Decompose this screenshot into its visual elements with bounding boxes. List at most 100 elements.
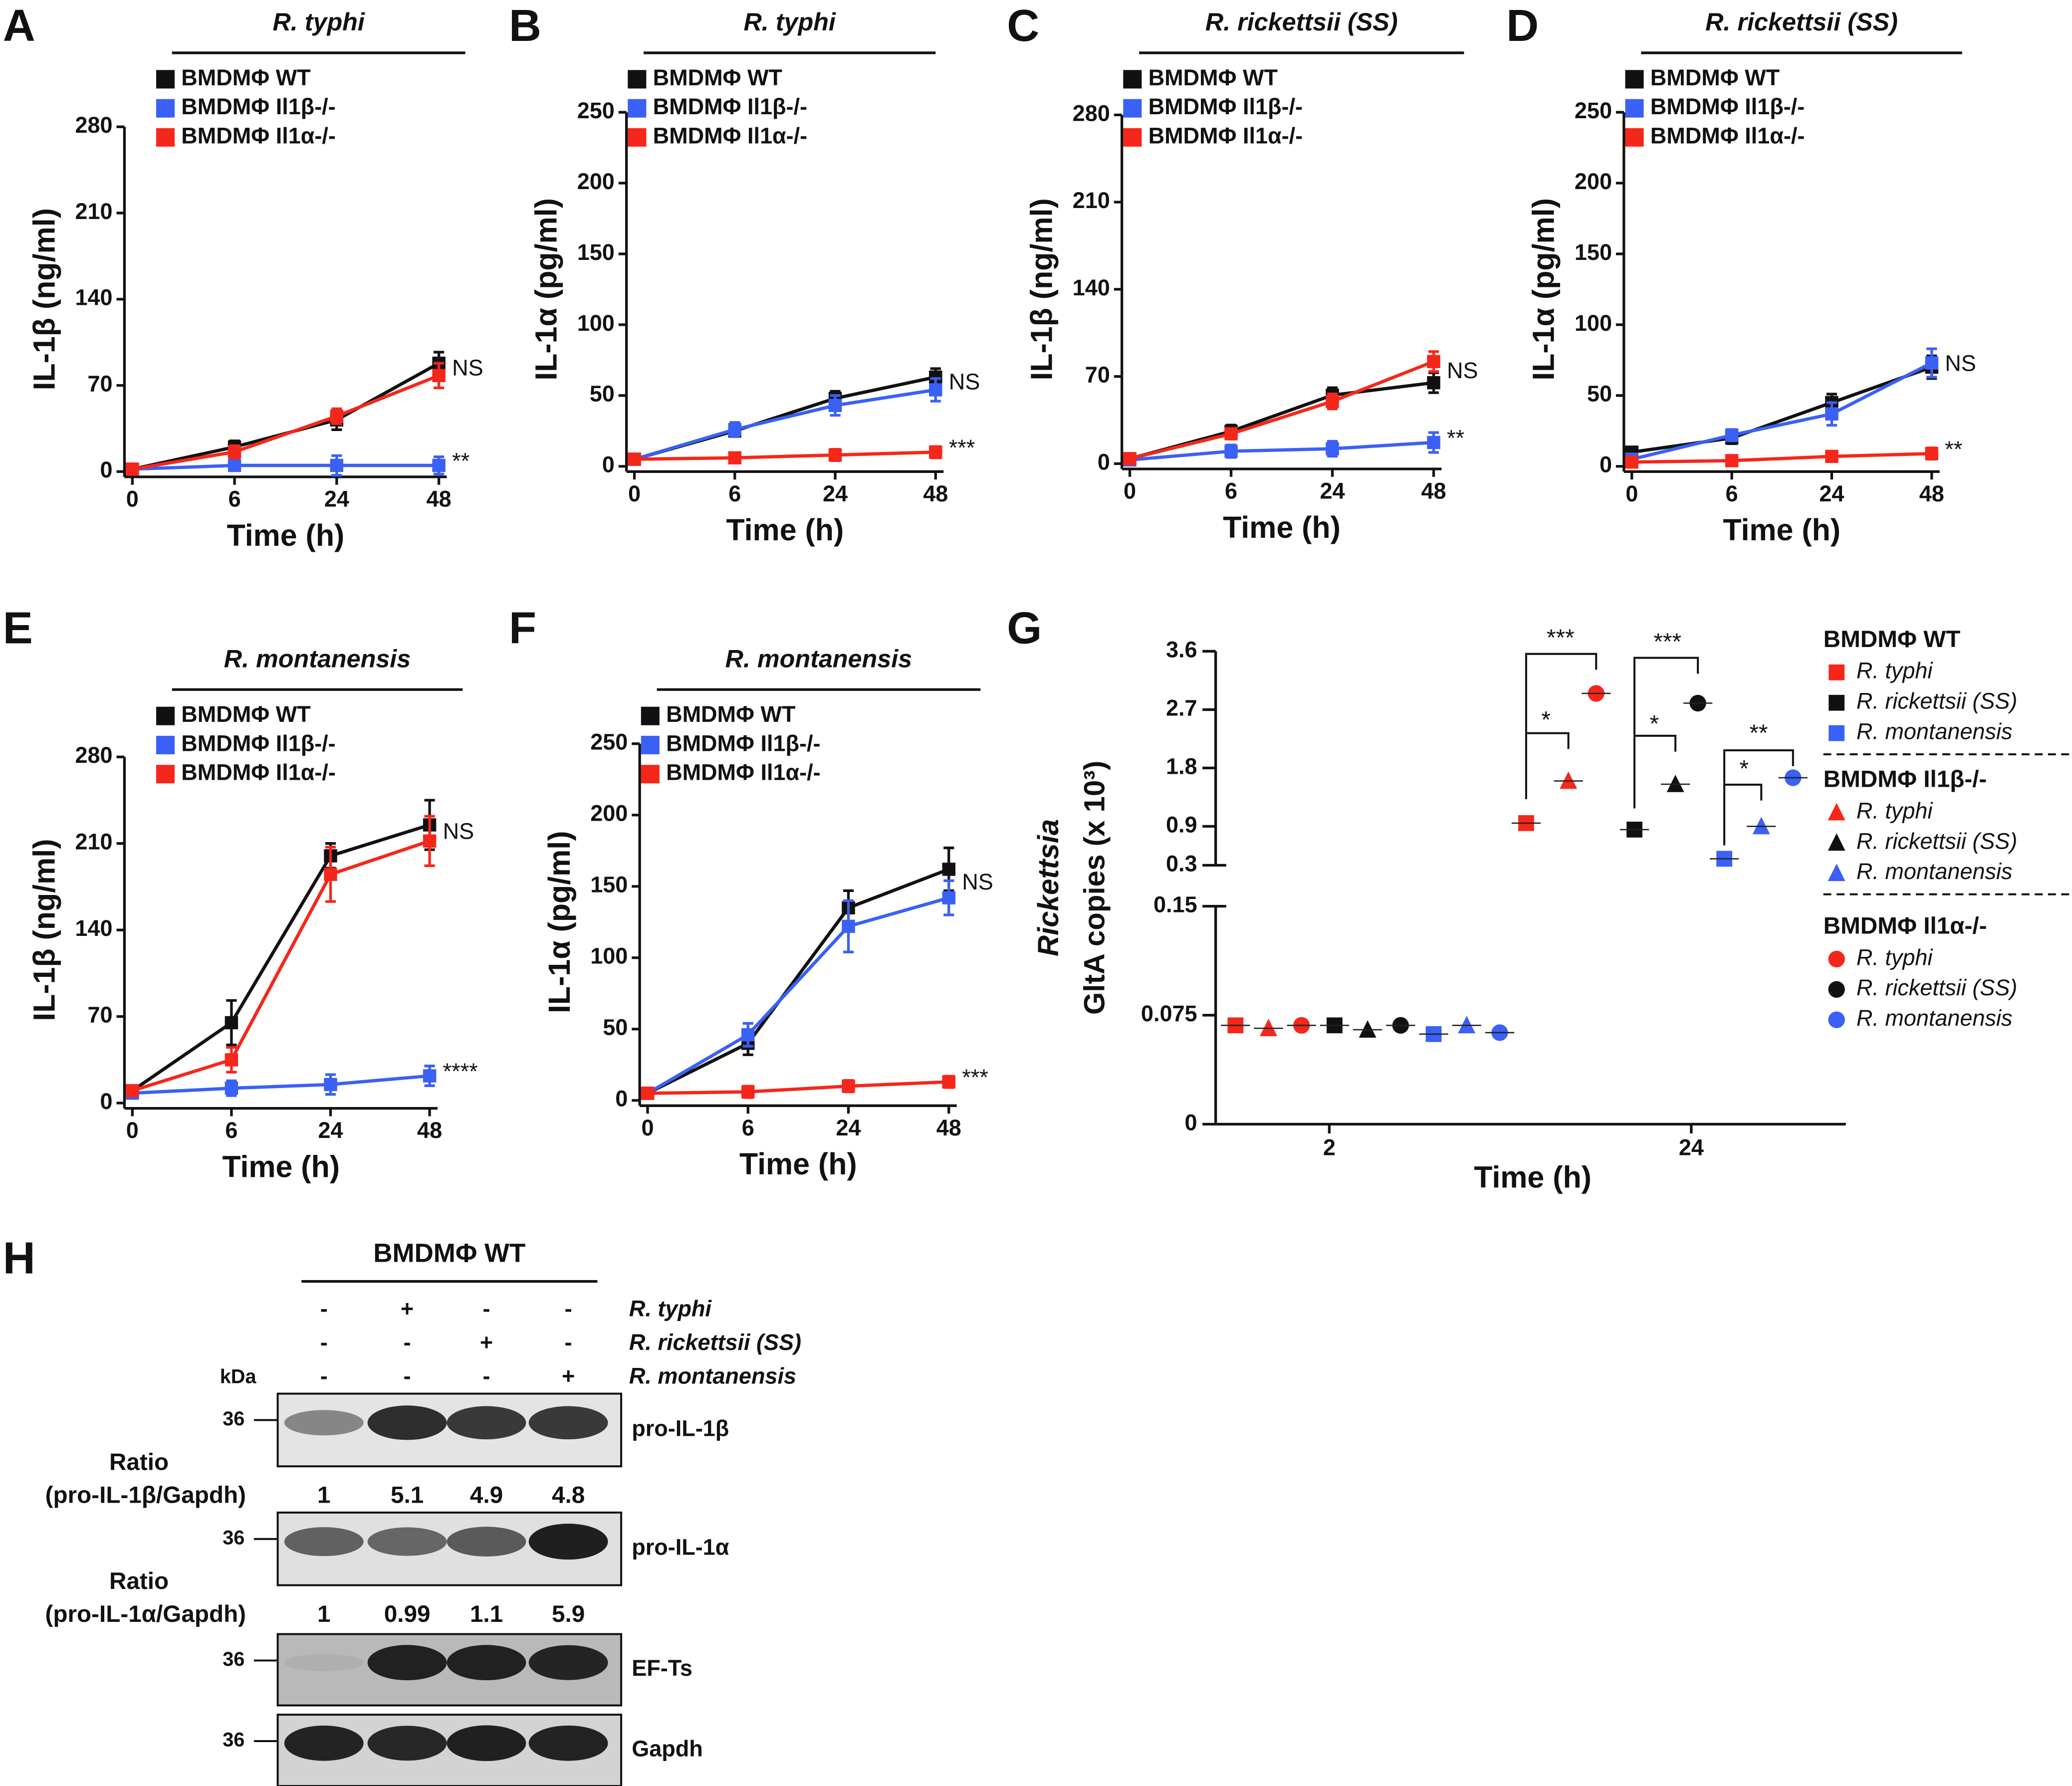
- condition-sign: -: [320, 1296, 328, 1322]
- annotation: NS: [962, 869, 993, 894]
- data-point: [1560, 771, 1578, 789]
- x-axis-label: Time (h): [1474, 1160, 1592, 1194]
- data-point: [1828, 833, 1845, 851]
- data-point: [423, 834, 437, 848]
- condition-sign: +: [480, 1330, 493, 1355]
- x-tick-label: 24: [1320, 478, 1345, 504]
- data-point: [1825, 449, 1839, 463]
- marker-label: 36: [223, 1408, 244, 1430]
- blot-band: [528, 1406, 608, 1440]
- series-line: [131, 823, 431, 1092]
- condition-sign: +: [401, 1296, 414, 1322]
- blot-header: BMDMΦ WT: [373, 1239, 525, 1268]
- x-tick-label: 48: [936, 1115, 961, 1140]
- y-axis-label: Rickettsia: [1032, 819, 1065, 956]
- panel-label: G: [1007, 603, 1042, 653]
- blot-band: [447, 1645, 526, 1681]
- data-point: [1326, 395, 1339, 408]
- data-point: [1828, 803, 1845, 821]
- y-tick-label: 210: [75, 829, 113, 855]
- condition-label: R. montanensis: [629, 1363, 796, 1389]
- data-point: [225, 1016, 238, 1030]
- data-point: [942, 863, 955, 876]
- legend-label: BMDMΦ Il1α-/-: [1650, 123, 1805, 148]
- legend-header: BMDMΦ Il1β-/-: [1824, 766, 1987, 793]
- y-tick-label: 1.8: [1166, 753, 1197, 779]
- y-tick-label: 0: [1600, 452, 1612, 477]
- series-line: [1129, 360, 1434, 460]
- data-point: [741, 1028, 755, 1042]
- ratio-value: 5.1: [391, 1482, 424, 1509]
- ratio-value: 0.99: [384, 1601, 431, 1627]
- x-tick-label: 48: [1919, 481, 1944, 506]
- data-point: [842, 919, 855, 933]
- data-point: [842, 1079, 855, 1093]
- blot-band: [447, 1406, 526, 1440]
- legend-swatch: [641, 735, 660, 754]
- y-tick-label: 0.075: [1141, 1001, 1197, 1026]
- series-line: [132, 839, 431, 1093]
- significance-bracket: [1724, 783, 1763, 801]
- annotation: ***: [949, 435, 975, 460]
- y-tick-label: 280: [75, 742, 113, 768]
- legend-label: R. typhi: [1856, 944, 1934, 970]
- ratio-value: 1: [317, 1482, 331, 1509]
- data-point: [126, 1084, 139, 1098]
- data-point: [1458, 1016, 1476, 1034]
- data-point: [1828, 950, 1845, 968]
- blot-band: [284, 1410, 364, 1436]
- blot-band: [284, 1725, 364, 1761]
- y-tick-label: 100: [590, 943, 628, 969]
- marker-label: 36: [223, 1729, 244, 1751]
- x-tick-label: 2: [1323, 1135, 1336, 1160]
- data-point: [1828, 1011, 1845, 1028]
- condition-sign: -: [320, 1330, 328, 1355]
- y-tick-label: 280: [1073, 100, 1110, 126]
- data-point: [1224, 427, 1238, 441]
- y-tick-label: 0: [602, 452, 615, 477]
- x-tick-label: 0: [1124, 478, 1136, 504]
- data-point: [929, 383, 942, 397]
- panel-label: A: [3, 1, 35, 51]
- x-tick-label: 6: [1225, 478, 1237, 504]
- band-label: pro-IL-1α: [632, 1535, 729, 1560]
- y-tick-label: 250: [590, 729, 628, 755]
- x-tick-label: 6: [728, 481, 741, 506]
- data-point: [1725, 429, 1739, 442]
- x-tick-label: 0: [126, 1117, 139, 1143]
- data-point: [1752, 817, 1770, 835]
- panel-label: D: [1506, 1, 1539, 51]
- y-tick-label: 210: [1073, 188, 1110, 213]
- data-point: [1829, 694, 1845, 711]
- x-tick-label: 24: [823, 481, 848, 506]
- data-point: [1427, 436, 1440, 449]
- chart-title: R. typhi: [272, 7, 365, 36]
- x-tick-label: 48: [923, 481, 948, 506]
- data-point: [423, 1069, 437, 1083]
- data-point: [1427, 355, 1440, 368]
- data-point: [1359, 1020, 1377, 1038]
- x-tick-label: 24: [1679, 1135, 1704, 1160]
- y-tick-label: 70: [88, 371, 113, 396]
- series-line: [132, 362, 440, 471]
- data-point: [1925, 446, 1939, 460]
- y-axis-label: IL-1β (ng/ml): [27, 839, 61, 1021]
- x-tick-label: 6: [742, 1115, 754, 1140]
- ratio-value: 4.8: [552, 1482, 585, 1509]
- chart-title: R. rickettsii (SS): [1205, 7, 1398, 36]
- x-axis-label: Time (h): [222, 1150, 340, 1184]
- data-point: [1825, 407, 1839, 421]
- annotation: ***: [962, 1065, 988, 1090]
- condition-sign: -: [482, 1296, 490, 1322]
- y-tick-label: 140: [1073, 275, 1110, 300]
- legend-label: R. rickettsii (SS): [1856, 688, 2018, 714]
- panel-label: E: [3, 603, 33, 653]
- condition-sign: +: [562, 1363, 575, 1389]
- series-line: [634, 450, 936, 461]
- condition-sign: -: [404, 1330, 411, 1355]
- blot-band: [528, 1725, 608, 1761]
- legend-label: BMDMΦ Il1β-/-: [181, 94, 335, 119]
- ratio-value: 1: [317, 1601, 331, 1627]
- legend-swatch: [628, 128, 647, 147]
- annotation: NS: [1945, 351, 1976, 376]
